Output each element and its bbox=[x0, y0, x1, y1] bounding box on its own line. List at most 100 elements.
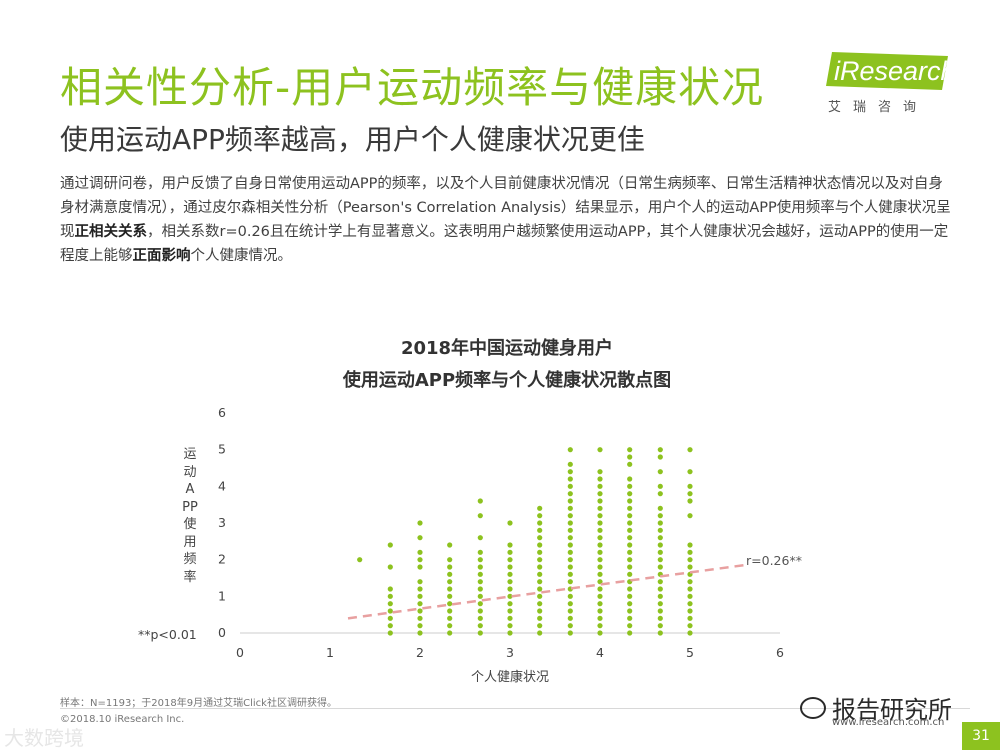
data-point bbox=[627, 593, 633, 599]
data-point bbox=[537, 601, 543, 607]
data-point bbox=[687, 549, 693, 555]
description-bold-1: 正相关关系 bbox=[74, 224, 148, 240]
data-point bbox=[657, 491, 663, 497]
data-point bbox=[687, 608, 693, 614]
data-point bbox=[627, 520, 633, 526]
data-point bbox=[597, 608, 603, 614]
data-point bbox=[657, 615, 663, 621]
data-point bbox=[627, 630, 633, 636]
watermark-left: 大数跨境 bbox=[4, 726, 84, 750]
data-point bbox=[597, 527, 603, 533]
data-point bbox=[537, 571, 543, 577]
data-point bbox=[627, 498, 633, 504]
data-point bbox=[567, 491, 573, 497]
data-point bbox=[507, 564, 513, 570]
data-point bbox=[567, 527, 573, 533]
data-point bbox=[537, 630, 543, 636]
data-point bbox=[597, 593, 603, 599]
y-tick-label: 2 bbox=[218, 552, 226, 567]
data-point bbox=[507, 557, 513, 563]
data-point bbox=[597, 483, 603, 489]
data-point bbox=[567, 601, 573, 607]
data-point bbox=[567, 542, 573, 548]
data-point bbox=[657, 557, 663, 563]
data-point bbox=[417, 608, 423, 614]
data-point bbox=[567, 498, 573, 504]
x-axis-label: 个人健康状况 bbox=[470, 670, 549, 685]
data-point bbox=[657, 564, 663, 570]
data-point bbox=[657, 447, 663, 453]
data-point bbox=[687, 447, 693, 453]
data-point bbox=[657, 579, 663, 585]
data-point bbox=[657, 549, 663, 555]
data-point bbox=[507, 593, 513, 599]
data-point bbox=[507, 586, 513, 592]
data-point bbox=[387, 564, 393, 570]
data-point bbox=[567, 608, 573, 614]
data-point bbox=[567, 447, 573, 453]
data-point bbox=[657, 513, 663, 519]
data-point bbox=[597, 623, 603, 629]
data-point bbox=[687, 593, 693, 599]
data-point bbox=[417, 557, 423, 563]
chart-axes: 0 1 2 3 4 5 6 0 1 2 3 4 5 6 bbox=[218, 405, 784, 660]
data-point bbox=[447, 564, 453, 570]
data-point bbox=[627, 571, 633, 577]
data-point bbox=[387, 608, 393, 614]
data-point bbox=[597, 469, 603, 475]
data-point bbox=[687, 615, 693, 621]
data-point bbox=[477, 601, 483, 607]
data-point bbox=[687, 513, 693, 519]
data-point bbox=[537, 586, 543, 592]
data-point bbox=[417, 601, 423, 607]
data-point bbox=[597, 535, 603, 541]
x-tick-label: 6 bbox=[776, 645, 784, 660]
data-point bbox=[687, 623, 693, 629]
y-tick-label: 6 bbox=[218, 405, 226, 420]
data-point bbox=[627, 491, 633, 497]
data-point bbox=[477, 623, 483, 629]
data-point bbox=[417, 535, 423, 541]
data-point bbox=[627, 505, 633, 511]
description-text-3: 个人健康情况。 bbox=[190, 248, 293, 264]
data-point bbox=[657, 601, 663, 607]
data-point bbox=[627, 483, 633, 489]
data-point bbox=[627, 447, 633, 453]
data-point bbox=[657, 593, 663, 599]
source-note: 样本：N=1193；于2018年9月通过艾瑞Click社区调研获得。 bbox=[60, 698, 337, 709]
data-point bbox=[417, 549, 423, 555]
data-point bbox=[627, 476, 633, 482]
data-point bbox=[597, 542, 603, 548]
data-point bbox=[417, 623, 423, 629]
x-tick-label: 2 bbox=[416, 645, 424, 660]
y-tick-label: 0 bbox=[218, 625, 226, 640]
data-point bbox=[447, 608, 453, 614]
data-point bbox=[657, 454, 663, 460]
data-point bbox=[477, 535, 483, 541]
data-point bbox=[387, 601, 393, 607]
data-point bbox=[387, 623, 393, 629]
y-tick-label: 1 bbox=[218, 588, 226, 603]
data-point bbox=[567, 505, 573, 511]
page-title: 相关性分析-用户运动频率与健康状况 bbox=[60, 63, 765, 112]
data-point bbox=[627, 454, 633, 460]
data-point bbox=[627, 615, 633, 621]
data-point bbox=[627, 549, 633, 555]
data-point bbox=[597, 498, 603, 504]
data-point bbox=[657, 505, 663, 511]
page-subtitle: 使用运动APP频率越高，用户个人健康状况更佳 bbox=[60, 123, 645, 156]
data-point bbox=[597, 586, 603, 592]
data-point bbox=[447, 623, 453, 629]
p-value-note: **p<0.01 bbox=[138, 627, 197, 642]
data-point bbox=[657, 535, 663, 541]
data-point bbox=[477, 571, 483, 577]
data-point bbox=[537, 520, 543, 526]
data-point bbox=[537, 542, 543, 548]
data-point bbox=[447, 615, 453, 621]
data-point bbox=[507, 542, 513, 548]
y-tick-label: 3 bbox=[218, 515, 226, 530]
data-point bbox=[477, 549, 483, 555]
data-point bbox=[507, 549, 513, 555]
data-point bbox=[567, 483, 573, 489]
